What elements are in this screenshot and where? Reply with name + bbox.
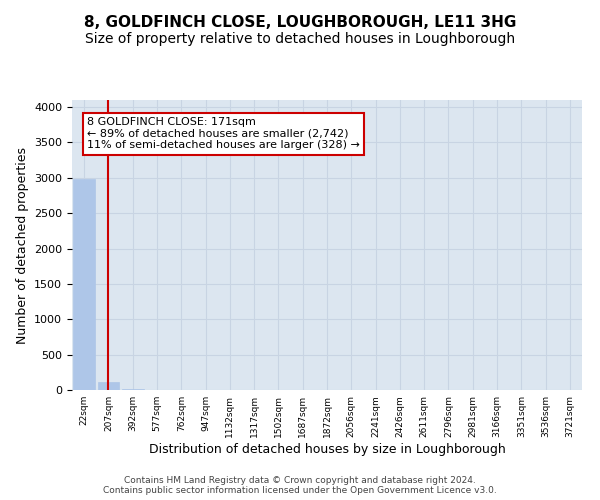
Text: 8, GOLDFINCH CLOSE, LOUGHBOROUGH, LE11 3HG: 8, GOLDFINCH CLOSE, LOUGHBOROUGH, LE11 3…: [84, 15, 516, 30]
Bar: [73, 179, 95, 390]
Text: Size of property relative to detached houses in Loughborough: Size of property relative to detached ho…: [85, 32, 515, 46]
Text: Contains HM Land Registry data © Crown copyright and database right 2024.
Contai: Contains HM Land Registry data © Crown c…: [103, 476, 497, 495]
Text: 8 GOLDFINCH CLOSE: 171sqm
← 89% of detached houses are smaller (2,742)
11% of se: 8 GOLDFINCH CLOSE: 171sqm ← 89% of detac…: [87, 117, 360, 150]
X-axis label: Distribution of detached houses by size in Loughborough: Distribution of detached houses by size …: [149, 442, 505, 456]
Bar: [97, 382, 119, 390]
Y-axis label: Number of detached properties: Number of detached properties: [16, 146, 29, 344]
